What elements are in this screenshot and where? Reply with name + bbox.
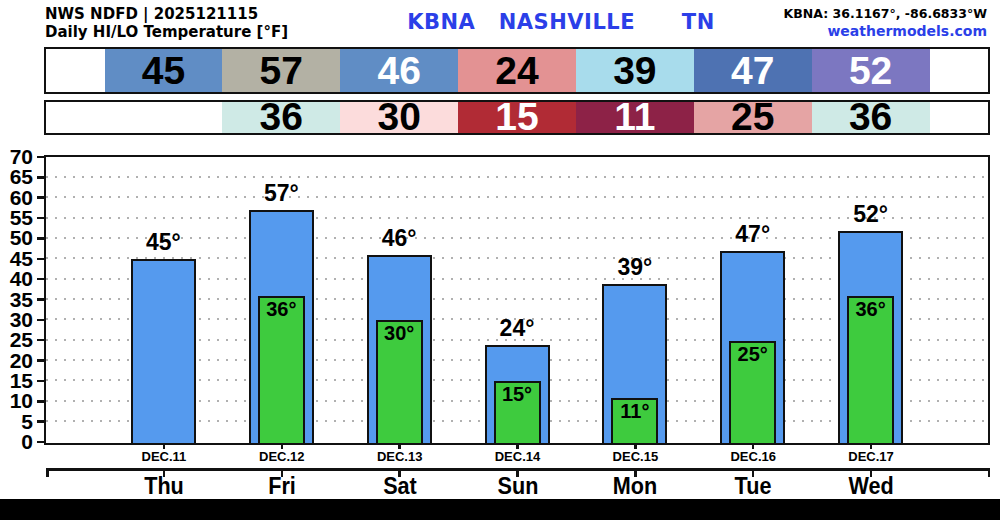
strip-value-cell: 52 [812,49,930,92]
y-axis-tick [37,176,45,179]
plot-area: 45° 57° 36° 46° 30° 24° 15° 39° 11° 47° 25° 52° 36° [44,155,990,445]
date-label: DEC.17 [848,449,894,464]
date-label: DEC.16 [730,449,776,464]
gridline [46,217,988,219]
hi-value-label: 45° [146,229,181,256]
lo-value-label: 36° [266,298,296,321]
y-axis-tick [37,380,45,383]
y-axis-tick [37,278,45,281]
day-label: Tue [735,472,772,500]
strip-value-cell: 25 [694,102,812,134]
day-axis-end-tick [988,468,991,477]
y-axis-label: 70 [0,145,33,169]
gridline [46,176,988,178]
chart-subtitle: Daily HI/LO Temperature [°F] [45,23,288,41]
day-label: Thu [144,472,184,500]
y-axis-tick [37,258,45,261]
date-label: DEC.11 [142,449,187,464]
strip-value-cell: 24 [458,49,576,92]
hi-value-label: 46° [382,225,417,252]
lo-value-label: 36° [855,298,885,321]
strip-value-cell: 36 [222,102,340,134]
lo-value-label: 30° [384,322,414,345]
strip-value-cell: 46 [340,49,458,92]
hi-value-label: 24° [500,315,535,342]
strip-value-cell: 11 [576,102,694,134]
y-axis-tick [37,196,45,199]
lo-value-label: 25° [738,343,768,366]
day-axis-end-tick [46,468,49,477]
model-run-label: NWS NDFD | 2025121115 [45,5,258,23]
strip-value-cell: 30 [340,102,458,134]
strip-value-cell: 15 [458,102,576,134]
day-label: Mon [613,472,657,500]
date-label: DEC.12 [259,449,305,464]
footer-band [0,499,1000,520]
strip-empty-cell [930,49,987,92]
y-axis-tick [37,156,45,159]
strip-value-cell: 47 [694,49,812,92]
strip-empty-cell [46,49,105,92]
gridline [46,196,988,198]
date-label: DEC.14 [495,449,541,464]
lo-value-label: 11° [620,400,649,423]
day-label: Fri [268,472,296,500]
station-coordinates: KBNA: 36.1167°, -86.6833°W [784,6,987,21]
date-label: DEC.13 [377,449,423,464]
hi-value-label: 57° [264,180,299,207]
y-axis-tick [37,420,45,423]
day-axis-line [46,468,990,471]
date-label: DEC.15 [613,449,659,464]
hi-bar [131,259,196,445]
y-axis-tick [37,339,45,342]
strip-empty-cell [46,102,222,134]
hi-value-label: 47° [735,221,770,248]
station-title: KBNA NASHVILLE TN [407,10,715,34]
y-axis-tick [37,217,45,220]
strip-value-cell: 57 [222,49,340,92]
lo-strip: 363015112536 [44,100,990,136]
hi-value-label: 52° [853,201,888,228]
strip-value-cell: 36 [812,102,930,134]
strip-empty-cell [930,102,987,134]
y-axis-tick [37,359,45,362]
strip-value-cell: 39 [576,49,694,92]
y-axis-tick [37,319,45,322]
hi-strip: 45574624394752 [44,47,990,94]
day-label: Wed [848,472,893,500]
y-axis-tick [37,441,45,444]
hi-value-label: 39° [617,254,652,281]
day-label: Sun [497,472,538,500]
y-axis-tick [37,237,45,240]
y-axis-tick [37,298,45,301]
strip-value-cell: 45 [105,49,223,92]
day-label: Sat [383,472,417,500]
y-axis-tick [37,400,45,403]
site-link[interactable]: weathermodels.com [827,23,987,39]
lo-value-label: 15° [502,383,532,406]
